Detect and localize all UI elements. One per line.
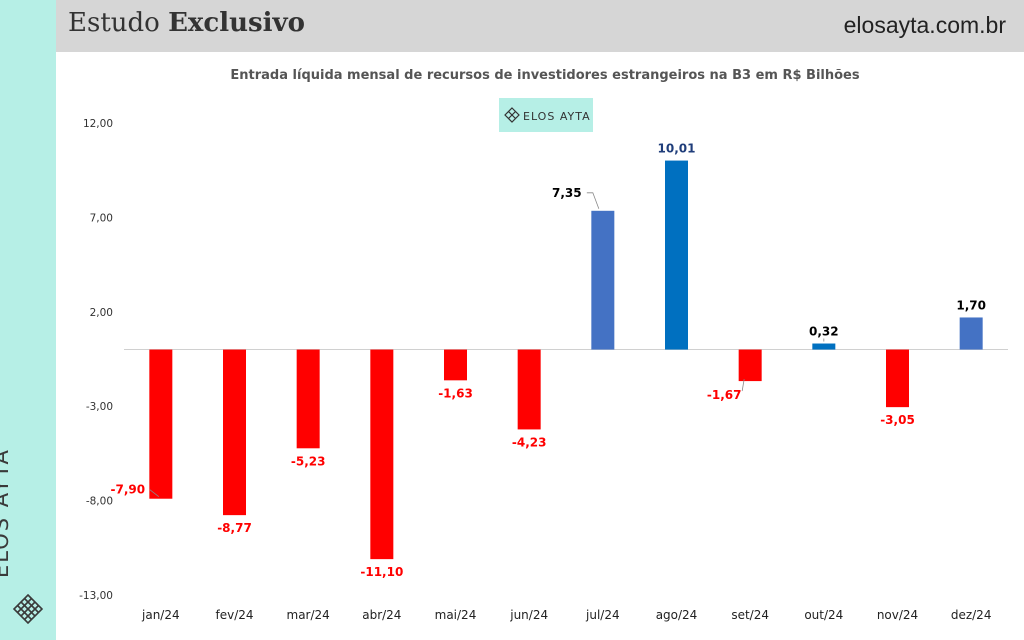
x-tick-label: jul/24 — [585, 608, 620, 622]
y-tick-label: 7,00 — [90, 212, 113, 224]
bar — [959, 317, 983, 350]
y-tick-label: -13,00 — [79, 590, 113, 602]
x-tick-label: jun/24 — [509, 608, 548, 622]
bar — [665, 160, 688, 350]
data-label: -7,90 — [111, 483, 146, 497]
data-label: -1,63 — [438, 386, 473, 400]
y-tick-label: -8,00 — [86, 496, 113, 508]
data-label: 0,32 — [809, 325, 839, 339]
bar — [591, 210, 615, 350]
data-label: -11,10 — [360, 565, 403, 579]
chart-title: Entrada líquida mensal de recursos de in… — [230, 68, 859, 83]
data-label: -3,05 — [880, 413, 915, 427]
brand-badge-bg — [499, 98, 593, 132]
data-label: -1,67 — [707, 388, 742, 402]
sidebar: ELOS AYTA — [0, 0, 56, 640]
diamond-lattice-icon — [504, 107, 520, 123]
site-url: elosayta.com.br — [843, 12, 1006, 38]
data-label: -8,77 — [217, 521, 252, 535]
bar — [370, 349, 394, 560]
bar — [886, 349, 909, 408]
x-tick-label: abr/24 — [362, 608, 401, 622]
y-tick-label: 12,00 — [83, 118, 113, 130]
title-regular: Estudo — [68, 8, 160, 38]
x-tick-label: fev/24 — [215, 608, 253, 622]
data-label-leader — [149, 489, 160, 498]
header-bar: Estudo Exclusivo elosayta.com.br — [56, 0, 1024, 52]
page-title: Estudo Exclusivo — [68, 8, 305, 38]
data-label-leader — [741, 379, 745, 392]
x-tick-label: mar/24 — [287, 608, 330, 622]
y-tick-label: 2,00 — [90, 307, 113, 319]
title-bold: Exclusivo — [168, 8, 305, 38]
brand-badge-text: ELOS AYTA — [523, 110, 591, 123]
bar — [444, 349, 467, 381]
data-label-leader — [586, 192, 600, 209]
x-tick-label: nov/24 — [877, 608, 918, 622]
data-label: 7,35 — [552, 186, 582, 200]
y-tick-label: -3,00 — [86, 401, 113, 413]
x-tick-label: jan/24 — [141, 608, 180, 622]
x-tick-label: set/24 — [731, 608, 769, 622]
bar-chart: Entrada líquida mensal de recursos de in… — [79, 68, 1008, 622]
data-label: -4,23 — [512, 435, 547, 449]
data-label: -5,23 — [291, 454, 326, 468]
bar — [812, 343, 836, 350]
brand-badge: ELOS AYTA — [499, 98, 593, 132]
data-label: 10,01 — [658, 142, 696, 156]
bar — [149, 349, 173, 499]
x-tick-label: dez/24 — [951, 608, 992, 622]
diamond-lattice-icon — [13, 594, 43, 624]
data-label: 1,70 — [956, 298, 986, 312]
x-tick-label: mai/24 — [435, 608, 477, 622]
x-tick-label: ago/24 — [656, 608, 698, 622]
bar — [738, 349, 762, 382]
bar — [517, 349, 541, 430]
x-tick-label: out/24 — [804, 608, 843, 622]
bar — [296, 349, 320, 449]
bar — [223, 349, 246, 516]
